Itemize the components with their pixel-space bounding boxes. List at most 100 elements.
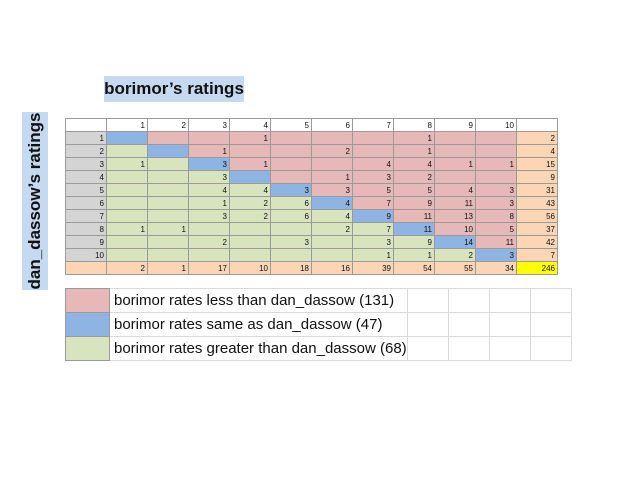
table-row: 3 1 3 1 4 4 1 1 15: [65, 157, 558, 171]
legend-swatch: [65, 336, 110, 361]
matrix-cell: 2: [434, 248, 476, 262]
matrix-cell: [106, 183, 148, 197]
matrix-cell: [106, 196, 148, 210]
matrix-cell: 6: [270, 196, 312, 210]
matrix-cell: 2: [393, 170, 435, 184]
matrix-cell: [147, 170, 189, 184]
matrix-cell: 1: [229, 157, 271, 171]
matrix-cell: 3: [188, 170, 230, 184]
legend-empty-cell: [447, 336, 490, 361]
column-total-cell: 10: [229, 261, 271, 275]
matrix-cell: 3: [188, 209, 230, 223]
ratings-matrix: 1 2 3 4 5 6 7 8 9 10 1 1 1 2 2 1 2 1 4 3 1 3 1 4 4 1 1 15 4 3 1 3 2 9 5 4 4 3…: [65, 118, 558, 275]
matrix-cell: 7: [352, 196, 394, 210]
matrix-cell: [475, 131, 517, 145]
row-header: 1: [65, 131, 107, 145]
column-header: 8: [393, 118, 435, 132]
column-total-cell: 54: [393, 261, 435, 275]
matrix-cell: 1: [106, 157, 148, 171]
matrix-cell: 4: [434, 183, 476, 197]
row-header: 2: [65, 144, 107, 158]
legend-empty-cell: [529, 288, 572, 313]
matrix-cell: 8: [475, 209, 517, 223]
matrix-cell: 2: [229, 209, 271, 223]
matrix-cell: [434, 131, 476, 145]
table-row: 6 1 2 6 4 7 9 11 3 43: [65, 196, 558, 210]
matrix-cell: [229, 170, 271, 184]
column-total-cell: 55: [434, 261, 476, 275]
column-header: 2: [147, 118, 189, 132]
matrix-cell: 9: [393, 235, 435, 249]
matrix-cell: [147, 157, 189, 171]
matrix-cell: 1: [393, 131, 435, 145]
legend-label: borimor rates greater than dan_dassow (6…: [109, 336, 408, 361]
matrix-cell: [475, 144, 517, 158]
matrix-cell: 11: [393, 222, 435, 236]
matrix-cell: [106, 235, 148, 249]
table-row: 2 1 2 1 4: [65, 144, 558, 158]
matrix-cell: 9: [393, 196, 435, 210]
legend-label: borimor rates same as dan_dassow (47): [109, 312, 408, 337]
matrix-cell: 7: [352, 222, 394, 236]
matrix-cell: [147, 235, 189, 249]
matrix-cell: 4: [352, 157, 394, 171]
matrix-cell: 1: [393, 144, 435, 158]
row-total-cell: 2: [516, 131, 558, 145]
matrix-cell: [147, 131, 189, 145]
matrix-cell: 5: [352, 183, 394, 197]
column-header-row: 1 2 3 4 5 6 7 8 9 10: [65, 118, 558, 132]
table-row: 5 4 4 3 3 5 5 4 3 31: [65, 183, 558, 197]
column-header: 1: [106, 118, 148, 132]
table-row: 9 2 3 3 9 14 11 42: [65, 235, 558, 249]
matrix-cell: 4: [311, 196, 353, 210]
matrix-cell: [188, 248, 230, 262]
row-header: 8: [65, 222, 107, 236]
column-total-cell: 1: [147, 261, 189, 275]
row-total-cell: 31: [516, 183, 558, 197]
matrix-cell: 5: [393, 183, 435, 197]
matrix-cell: [270, 157, 312, 171]
legend-swatch: [65, 288, 110, 313]
column-header: 6: [311, 118, 353, 132]
matrix-cell: [147, 209, 189, 223]
matrix-cell: [270, 144, 312, 158]
legend-empty-cell: [488, 336, 531, 361]
row-header: 6: [65, 196, 107, 210]
row-header: 5: [65, 183, 107, 197]
matrix-cell: [106, 248, 148, 262]
matrix-cell: [311, 235, 353, 249]
matrix-cell: 4: [393, 157, 435, 171]
row-axis-title-text: dan_dassow’s ratings: [25, 112, 44, 290]
matrix-cell: 3: [311, 183, 353, 197]
legend-label: borimor rates less than dan_dassow (131): [109, 288, 408, 313]
matrix-cell: [352, 144, 394, 158]
matrix-cell: 5: [475, 222, 517, 236]
legend-empty-cell: [406, 312, 449, 337]
matrix-cell: [311, 157, 353, 171]
row-header: 4: [65, 170, 107, 184]
matrix-cell: 3: [352, 235, 394, 249]
matrix-cell: [475, 170, 517, 184]
matrix-cell: 3: [188, 157, 230, 171]
column-axis-title: borimor’s ratings: [104, 76, 244, 102]
matrix-cell: [270, 248, 312, 262]
matrix-cell: [106, 144, 148, 158]
matrix-cell: 3: [270, 183, 312, 197]
column-total-cell: 39: [352, 261, 394, 275]
matrix-cell: 13: [434, 209, 476, 223]
matrix-cell: 4: [188, 183, 230, 197]
legend-empty-cell: [529, 312, 572, 337]
matrix-cell: [311, 131, 353, 145]
row-total-cell: 56: [516, 209, 558, 223]
matrix-cell: 1: [393, 248, 435, 262]
column-header: 9: [434, 118, 476, 132]
legend-row: borimor rates greater than dan_dassow (6…: [65, 336, 572, 361]
column-total-cell: 16: [311, 261, 353, 275]
matrix-cell: 4: [229, 183, 271, 197]
matrix-cell: 11: [434, 196, 476, 210]
matrix-cell: [147, 183, 189, 197]
matrix-cell: 3: [270, 235, 312, 249]
legend-empty-cell: [488, 312, 531, 337]
matrix-cell: 9: [352, 209, 394, 223]
